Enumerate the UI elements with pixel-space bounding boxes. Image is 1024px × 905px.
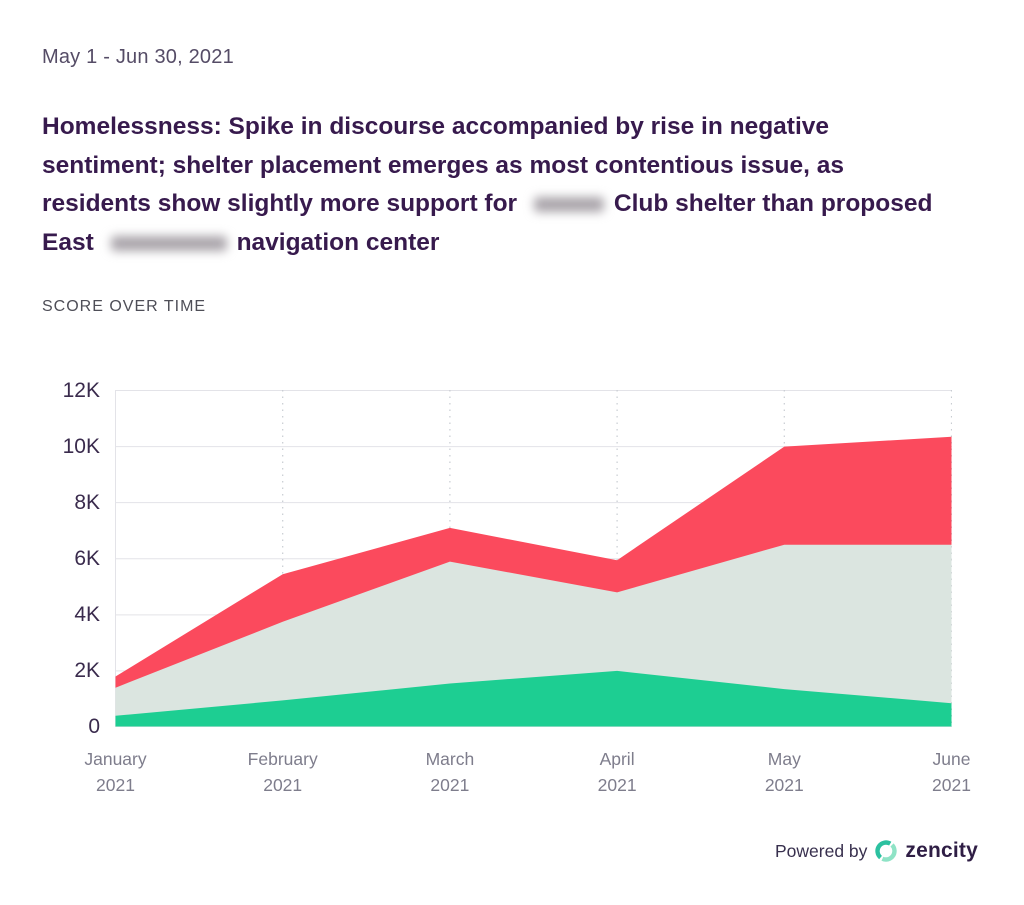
brand-name: zencity: [905, 839, 978, 862]
x-tick-label: February 2021: [213, 746, 353, 798]
score-over-time-chart: 12K 10K 8K 6K 4K 2K 0 January 2021 February 2021 M…: [0, 379, 971, 806]
x-tick-month: May: [767, 749, 801, 769]
x-tick-month: January: [84, 749, 147, 769]
y-tick-label: 0: [88, 715, 100, 738]
x-tick-year: 2021: [96, 775, 135, 795]
x-tick-label: June 2021: [882, 746, 1022, 798]
x-tick-label: May 2021: [714, 746, 854, 798]
x-tick-label: March 2021: [380, 746, 520, 798]
x-tick-year: 2021: [430, 775, 470, 795]
date-range: May 1 - Jun 30, 2021: [42, 46, 234, 68]
stacked-area-svg: [115, 390, 953, 727]
zencity-logo-icon: [875, 840, 898, 862]
x-tick-label: April 2021: [547, 746, 687, 798]
redacted-text: [533, 197, 604, 212]
y-tick-label: 6K: [74, 546, 100, 570]
x-tick-year: 2021: [932, 775, 971, 795]
x-tick-month: March: [425, 749, 475, 769]
chart-title: SCORE OVER TIME: [42, 298, 207, 315]
headline: Homelessness: Spike in discourse accompa…: [42, 113, 933, 256]
x-tick-year: 2021: [764, 775, 804, 795]
redacted-text: [110, 235, 227, 251]
y-tick-label: 4K: [74, 602, 100, 626]
x-tick-month: April: [599, 749, 635, 769]
footer: Powered by zencity: [775, 836, 978, 866]
x-tick-month: February: [247, 749, 318, 769]
y-tick-label: 2K: [74, 658, 100, 682]
plot-area: [115, 390, 953, 727]
y-tick-label: 12K: [62, 378, 100, 402]
powered-by-label: Powered by: [774, 840, 868, 861]
x-tick-label: January 2021: [46, 746, 186, 798]
y-axis: 12K 10K 8K 6K 4K 2K 0: [0, 379, 100, 739]
y-tick-label: 8K: [74, 490, 100, 514]
y-tick-label: 10K: [62, 434, 100, 458]
x-tick-year: 2021: [263, 775, 303, 795]
x-axis: January 2021 February 2021 March 2021 April 202…: [84, 746, 971, 806]
area-positive: [115, 670, 952, 727]
area-neutral: [115, 544, 952, 727]
x-tick-year: 2021: [597, 775, 637, 795]
x-tick-month: June: [932, 749, 971, 769]
